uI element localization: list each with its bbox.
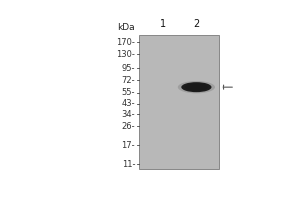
Ellipse shape (178, 81, 215, 93)
Text: 2: 2 (193, 19, 200, 29)
Text: 1: 1 (160, 19, 166, 29)
Text: 55-: 55- (122, 88, 135, 97)
Text: 43-: 43- (122, 99, 135, 108)
Text: 130-: 130- (116, 50, 135, 59)
Ellipse shape (181, 82, 211, 92)
Text: 72-: 72- (122, 76, 135, 85)
Text: 11-: 11- (122, 160, 135, 169)
Text: 95-: 95- (122, 64, 135, 73)
Text: 17-: 17- (122, 141, 135, 150)
Text: kDa: kDa (117, 23, 135, 32)
Ellipse shape (185, 83, 208, 91)
Text: 170-: 170- (116, 38, 135, 47)
FancyBboxPatch shape (139, 35, 219, 169)
Text: 26-: 26- (122, 122, 135, 131)
Text: 34-: 34- (122, 110, 135, 119)
